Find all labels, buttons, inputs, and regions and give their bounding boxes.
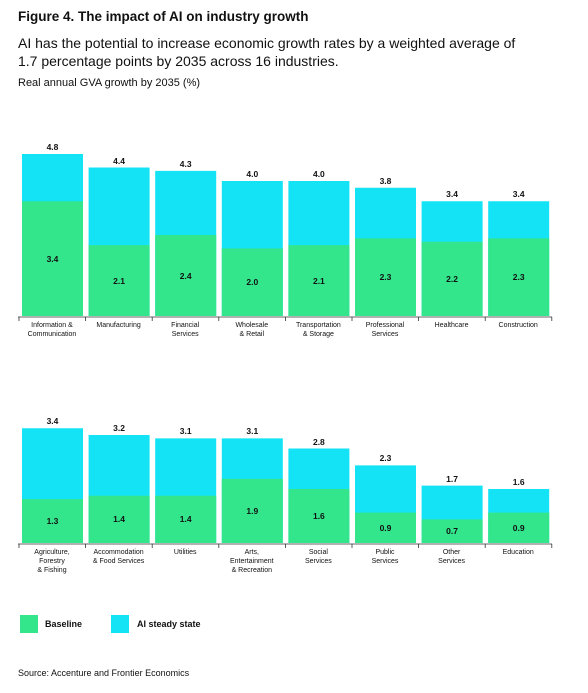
data-label: 2.4 (179, 270, 192, 281)
x-tick-label: Social Services (304, 549, 332, 565)
bar (288, 245, 350, 316)
subtitle: AI has the potential to increase economi… (18, 35, 516, 69)
x-tick-label: Agriculture, Forestry & Fishing (34, 549, 70, 574)
data-label: 3.4 (46, 416, 59, 427)
bar (488, 238, 550, 316)
bar (355, 512, 416, 543)
data-label: 2.0 (246, 277, 259, 288)
data-label: 4.0 (312, 169, 325, 179)
data-label: 0.7 (446, 526, 458, 537)
data-label: 2.3 (379, 272, 392, 283)
data-label: 1.7 (446, 473, 458, 484)
source: Source: Accenture and Frontier Economics (18, 668, 190, 678)
data-label: 2.3 (512, 272, 525, 283)
x-tick-label: Information & Communication (27, 322, 77, 338)
data-label: 1.3 (46, 516, 59, 527)
x-tick-label: Education (502, 549, 534, 556)
x-tick-label: Accommodation & Food Services (92, 549, 145, 565)
data-label: 0.9 (379, 522, 392, 533)
data-label: 2.3 (379, 453, 392, 464)
data-label: 1.4 (113, 514, 125, 525)
bar (155, 235, 217, 316)
data-label: 2.8 (312, 436, 325, 447)
data-label: 3.4 (46, 253, 59, 264)
legend-swatch (20, 615, 38, 633)
data-label: 4.3 (179, 158, 192, 169)
data-label: 4.4 (113, 155, 125, 166)
bar (155, 495, 217, 543)
data-label: 1.4 (179, 514, 192, 525)
data-label: 1.6 (312, 511, 325, 521)
axis-label: Real annual GVA growth by 2035 (%) (18, 77, 201, 89)
bar (288, 489, 350, 543)
data-label: 2.2 (446, 273, 458, 284)
legend-label: AI steady state (137, 619, 201, 629)
data-label: 3.2 (113, 423, 125, 433)
x-tick-label: Financial Services (171, 322, 200, 338)
data-label: 0.9 (512, 522, 525, 533)
data-label: 3.4 (446, 189, 458, 200)
x-tick-label: Transportation & Storage (295, 322, 341, 338)
x-tick-label: Arts, Entertainment & Recreation (230, 549, 274, 574)
data-label: 2.1 (312, 275, 325, 286)
data-label: 1.9 (246, 505, 259, 516)
data-label: 3.1 (246, 426, 259, 437)
bar (88, 245, 150, 316)
bar (488, 512, 550, 543)
x-tick-label: Utilities (173, 549, 197, 556)
data-label: 4.0 (246, 169, 259, 179)
data-label: 3.1 (179, 426, 192, 437)
legend-label: Baseline (45, 619, 83, 629)
x-tick-label: Other Services (438, 549, 466, 565)
data-label: 3.8 (379, 175, 392, 186)
legend-swatch (111, 615, 129, 633)
data-label: 4.8 (46, 142, 59, 152)
bar (221, 478, 283, 543)
bar (88, 495, 150, 543)
x-tick-label: Construction (498, 322, 538, 329)
bar (355, 238, 416, 316)
x-tick-label: Professional Services (365, 322, 405, 338)
chart-title: Figure 4. The impact of AI on industry g… (18, 9, 309, 24)
data-label: 3.4 (512, 189, 525, 200)
bar (421, 241, 483, 316)
x-tick-label: Manufacturing (96, 322, 141, 329)
data-label: 2.1 (113, 275, 125, 286)
bar (221, 248, 283, 316)
bar (22, 201, 83, 316)
x-tick-label: Public Services (371, 549, 399, 565)
bar (421, 519, 483, 543)
data-label: 1.6 (512, 477, 525, 487)
x-tick-label: Wholesale & Retail (235, 322, 269, 338)
x-tick-label: Healthcare (434, 322, 469, 329)
bar (22, 499, 83, 543)
